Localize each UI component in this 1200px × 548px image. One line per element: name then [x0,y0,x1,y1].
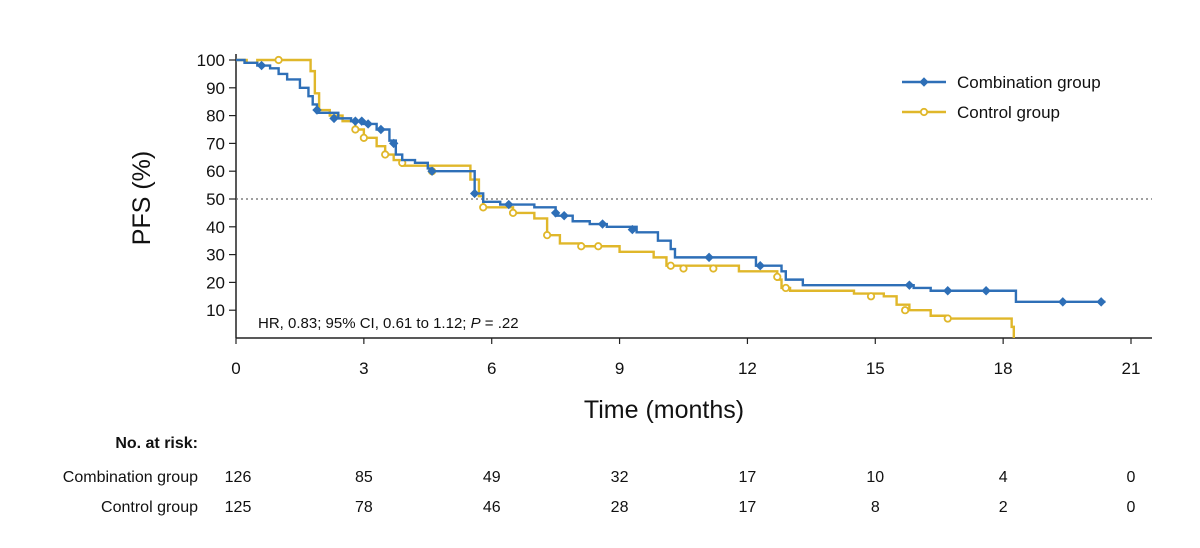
risk-value: 10 [866,469,884,486]
y-tick-label: 80 [206,107,225,126]
control-group-series [236,55,1015,338]
risk-value: 32 [611,469,629,486]
x-tick-label: 3 [359,359,368,378]
risk-value: 28 [611,499,629,516]
x-axis-title: Time (months) [584,396,744,424]
combination-group-censor-mark [504,199,514,210]
combination-group-censor-mark [755,261,765,271]
combination-group-censor-mark [943,286,953,296]
combination-group-censor-mark [559,210,569,221]
risk-value: 4 [999,469,1008,486]
risk-value: 125 [225,499,252,516]
legend-item-combination-group: Combination group [902,73,1101,92]
control-group-censor-mark [943,314,952,323]
y-tick-label: 70 [206,134,225,153]
control-group-censor-mark [666,261,675,270]
control-group-censor-mark [479,203,488,212]
risk-value: 78 [355,499,373,516]
x-tick-label: 6 [487,359,496,378]
y-tick-label: 90 [206,79,225,98]
y-tick-label: 10 [206,301,225,320]
y-axis-title: PFS (%) [128,151,156,245]
y-tick-label: 100 [197,51,225,70]
combination-group-censor-mark [312,105,322,115]
risk-value: 0 [1127,469,1136,486]
legend-label: Combination group [957,73,1101,92]
combination-group-censor-mark [363,119,373,129]
control-group-censor-mark [781,283,790,293]
combination-group-censor-mark [329,113,339,124]
combination-group-censor-mark [904,280,915,290]
control-group-censor-mark [866,292,876,301]
risk-row-label: Combination group [63,469,198,486]
combination-group-censor-mark [469,188,480,199]
control-group-censor-mark [351,125,360,134]
x-tick-label: 9 [615,359,624,378]
combination-group-censor-mark [550,208,561,218]
hr-annotation: HR, 0.83; 95% CI, 0.61 to 1.12; P = .22 [258,315,519,332]
legend: Combination group Control group [902,73,1101,122]
risk-value: 49 [483,469,501,486]
y-tick-label: 60 [206,162,225,181]
combination-group-censor-mark [427,166,437,176]
series-group [236,55,1106,338]
control-group-censor-mark [543,231,552,240]
risk-value: 17 [739,499,757,516]
combination-group-censor-mark [376,124,386,135]
risk-value: 17 [739,469,757,486]
combination-group-censor-mark [256,60,267,71]
hr-annotation-prefix: HR, 0.83; 95% CI, 0.61 to 1.12; [258,315,471,332]
risk-table-title: No. at risk: [115,435,198,452]
combination-group-censor-mark [388,138,399,149]
x-tick-label: 12 [738,359,757,378]
y-tick-label: 20 [206,273,225,292]
combination-group-censor-mark [1058,297,1068,307]
control-group-censor-mark [679,264,688,273]
combination-group-censor-mark [350,116,361,126]
control-group-censor-mark [901,306,910,315]
risk-row-combination-group: Combination group 126 85 49 32 17 10 4 0 [63,469,1136,486]
x-tick-label: 21 [1122,359,1141,378]
risk-row-label: Control group [101,499,198,516]
legend-label: Control group [957,103,1060,122]
risk-value: 8 [871,499,880,516]
hr-annotation-p: P [471,315,481,332]
risk-row-control-group: Control group 125 78 46 28 17 8 2 0 [101,499,1136,516]
legend-marker [919,77,929,87]
risk-value: 0 [1127,499,1136,516]
combination-group-curve [236,58,1106,304]
x-tick-label: 18 [994,359,1013,378]
combination-group-series [236,58,1106,307]
y-tick-label: 40 [206,218,225,237]
risk-table: Combination group 126 85 49 32 17 10 4 0Control … [63,469,1136,516]
legend-item-control-group: Control group [902,103,1060,122]
control-group-censor-mark [274,55,283,65]
risk-value: 2 [999,499,1008,516]
x-tick-label: 15 [866,359,885,378]
control-group-censor-mark [359,133,368,142]
combination-group-censor-mark [981,286,991,296]
control-group-censor-mark [594,242,603,251]
y-tick-label: 30 [206,246,225,265]
control-group-censor-mark [508,208,518,217]
combination-group-censor-mark [627,224,638,235]
x-tick-label: 0 [231,359,240,378]
hr-annotation-suffix: = .22 [481,315,519,332]
risk-value: 85 [355,469,373,486]
control-group-censor-mark [773,272,782,281]
combination-group-censor-mark [1096,297,1106,307]
risk-value: 46 [483,499,501,516]
legend-marker [919,107,929,117]
control-group-censor-mark [381,150,390,159]
combination-group-censor-mark [704,252,714,263]
combination-group-censor-mark [597,219,608,229]
control-group-censor-mark [709,264,718,273]
y-tick-label: 50 [206,190,225,209]
combination-group-censor-mark [357,116,367,126]
axes: 10 20 30 40 50 60 70 80 90 100 0 3 6 9 12 15 18 21 [197,51,1152,378]
control-group-censor-mark [577,242,586,251]
risk-value: 126 [225,469,252,486]
